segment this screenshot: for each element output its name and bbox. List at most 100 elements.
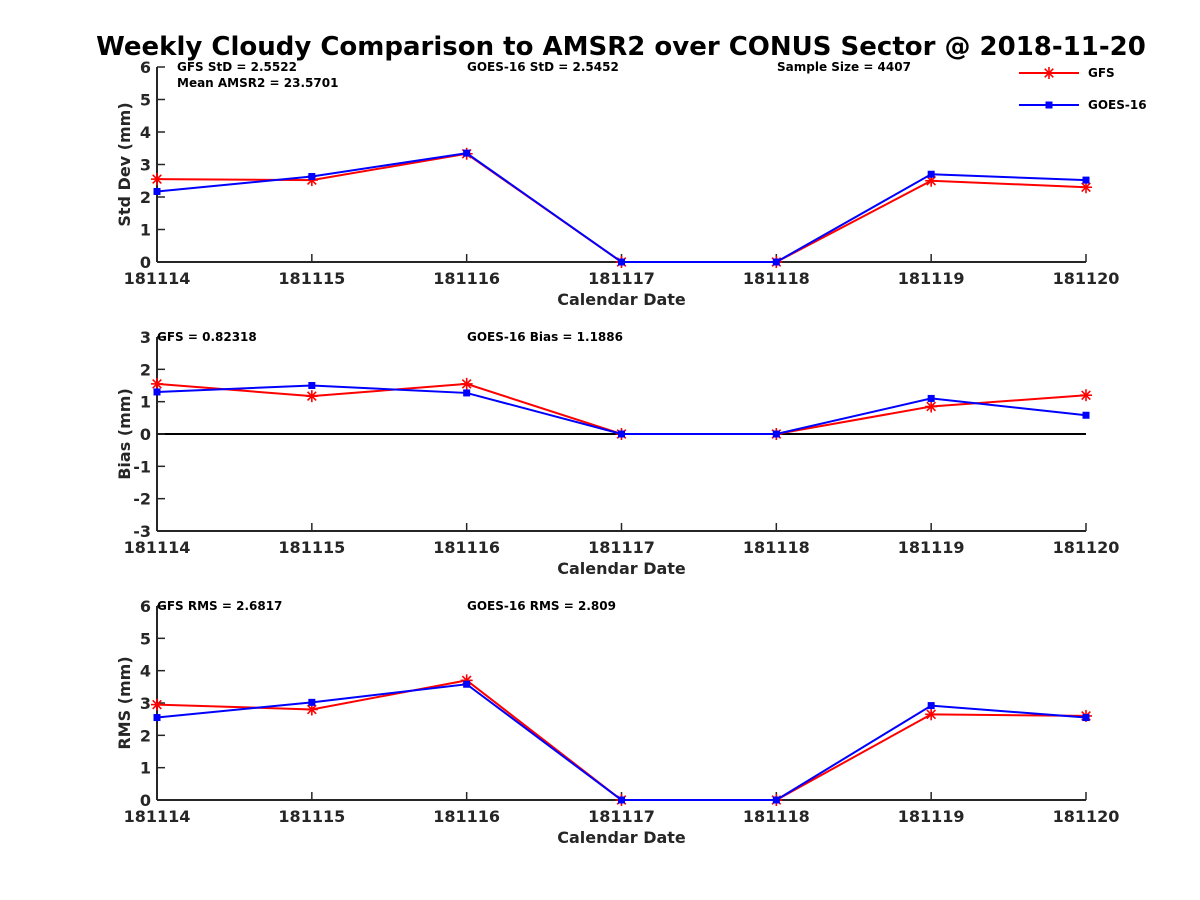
annotation-left: GFS = 0.82318 <box>157 330 257 344</box>
data-point-goes-16 <box>153 187 161 195</box>
figure-title: Weekly Cloudy Comparison to AMSR2 over C… <box>96 32 1146 62</box>
data-point-goes-16 <box>618 258 625 266</box>
y-tick-label: 1 <box>140 759 151 778</box>
x-tick-label: 181120 <box>1053 807 1120 826</box>
y-tick-label: 5 <box>140 91 151 110</box>
y-tick-label: 3 <box>140 328 151 347</box>
x-axis-label: Calendar Date <box>557 290 686 309</box>
x-tick-label: 181120 <box>1053 269 1120 288</box>
x-tick-label: 181120 <box>1053 538 1120 557</box>
data-point-gfs <box>1080 181 1092 194</box>
panel-3: 0 1 2 3 4 5 6 181114 181115 181116 181117 181118 181… <box>115 597 1119 847</box>
y-axis-label: RMS (mm) <box>115 656 134 749</box>
data-point-goes-16 <box>463 389 471 397</box>
panel-1: 0 1 2 3 4 5 6 181114 181115 181116 181117 181118 181… <box>115 58 1119 309</box>
data-point-goes-16 <box>308 382 316 389</box>
data-point-gfs <box>460 377 473 390</box>
data-point-gfs <box>305 390 318 403</box>
legend-label: GFS <box>1088 66 1115 80</box>
y-tick-label: 1 <box>140 221 151 240</box>
series-line-goes-16 <box>156 683 1087 801</box>
series-line-gfs <box>156 382 1087 435</box>
y-tick-label: 0 <box>140 791 151 810</box>
data-point-gfs <box>151 377 163 390</box>
data-point-goes-16 <box>927 170 935 178</box>
y-tick-label: 1 <box>140 393 151 412</box>
y-tick-label: 4 <box>140 123 151 142</box>
y-tick-label: 3 <box>140 694 151 713</box>
data-point-goes-16 <box>927 394 935 402</box>
x-tick-label: 181119 <box>898 538 965 557</box>
legend-entry-goes-16: GOES-16 <box>1019 98 1147 112</box>
x-tick-label: 181115 <box>278 269 345 288</box>
y-axis-label: Bias (mm) <box>115 388 134 480</box>
annotation-mid: GOES-16 RMS = 2.809 <box>467 599 616 613</box>
annotation-left2: Mean AMSR2 = 23.5701 <box>177 76 338 90</box>
y-tick-label: -3 <box>133 522 151 541</box>
x-tick-label: 181117 <box>588 269 655 288</box>
data-point-gfs <box>151 173 163 186</box>
x-tick-label: 181114 <box>124 807 191 826</box>
legend-marker <box>1043 67 1055 79</box>
x-tick-label: 181118 <box>743 269 810 288</box>
x-tick-label: 181116 <box>433 807 500 826</box>
data-point-gfs <box>925 708 938 721</box>
x-tick-label: 181117 <box>588 807 655 826</box>
data-point-goes-16 <box>463 680 471 688</box>
y-tick-label: 5 <box>140 629 151 648</box>
annotation-left: GFS StD = 2.5522 <box>177 60 297 74</box>
y-tick-label: -1 <box>133 457 151 476</box>
data-point-goes-16 <box>1082 176 1090 184</box>
legend: GFS GOES-16 <box>1019 66 1147 112</box>
y-tick-label: 6 <box>140 597 151 616</box>
y-axis-label: Std Dev (mm) <box>115 102 134 226</box>
x-tick-label: 181114 <box>124 538 191 557</box>
annotation-right: Sample Size = 4407 <box>777 60 911 74</box>
x-tick-label: 181116 <box>433 269 500 288</box>
x-tick-label: 181116 <box>433 538 500 557</box>
data-point-gfs <box>1080 389 1092 402</box>
data-point-goes-16 <box>772 430 780 438</box>
series-line-goes-16 <box>156 384 1087 435</box>
panels: 0 1 2 3 4 5 6 181114 181115 181116 181117 181118 181… <box>115 58 1119 847</box>
y-tick-label: 2 <box>140 188 151 207</box>
x-tick-label: 181118 <box>743 538 810 557</box>
data-point-goes-16 <box>772 258 780 266</box>
data-point-goes-16 <box>463 149 471 157</box>
x-tick-label: 181114 <box>124 269 191 288</box>
annotation-mid: GOES-16 StD = 2.5452 <box>467 60 619 74</box>
data-point-goes-16 <box>772 796 780 804</box>
series-line-gfs <box>156 152 1087 263</box>
x-tick-label: 181115 <box>278 538 345 557</box>
data-point-goes-16 <box>308 173 316 181</box>
x-tick-label: 181118 <box>743 807 810 826</box>
series-line-goes-16 <box>156 152 1087 263</box>
y-tick-label: 4 <box>140 662 151 681</box>
legend-label: GOES-16 <box>1088 98 1147 112</box>
legend-marker <box>1045 101 1053 109</box>
data-point-goes-16 <box>618 430 625 438</box>
x-tick-label: 181115 <box>278 807 345 826</box>
data-point-gfs <box>925 400 938 413</box>
data-point-goes-16 <box>153 714 161 722</box>
y-tick-label: -2 <box>133 490 151 509</box>
data-point-goes-16 <box>308 698 316 706</box>
series-line-gfs <box>156 679 1087 801</box>
y-tick-label: 3 <box>140 156 151 175</box>
data-point-goes-16 <box>1082 714 1090 722</box>
legend-entry-gfs: GFS <box>1019 66 1115 80</box>
panel-2: -3 -2 -1 0 1 2 3 181114 181115 181116 181117 181118… <box>115 328 1119 578</box>
data-point-goes-16 <box>1082 411 1090 419</box>
x-axis-label: Calendar Date <box>557 559 686 578</box>
y-tick-label: 0 <box>140 253 151 272</box>
data-point-goes-16 <box>618 796 625 804</box>
y-tick-label: 6 <box>140 58 151 77</box>
data-point-goes-16 <box>927 702 935 710</box>
annotation-left: GFS RMS = 2.6817 <box>157 599 282 613</box>
data-point-gfs <box>151 698 163 711</box>
x-axis-label: Calendar Date <box>557 828 686 847</box>
x-tick-label: 181119 <box>898 269 965 288</box>
x-tick-label: 181119 <box>898 807 965 826</box>
annotation-mid: GOES-16 Bias = 1.1886 <box>467 330 623 344</box>
